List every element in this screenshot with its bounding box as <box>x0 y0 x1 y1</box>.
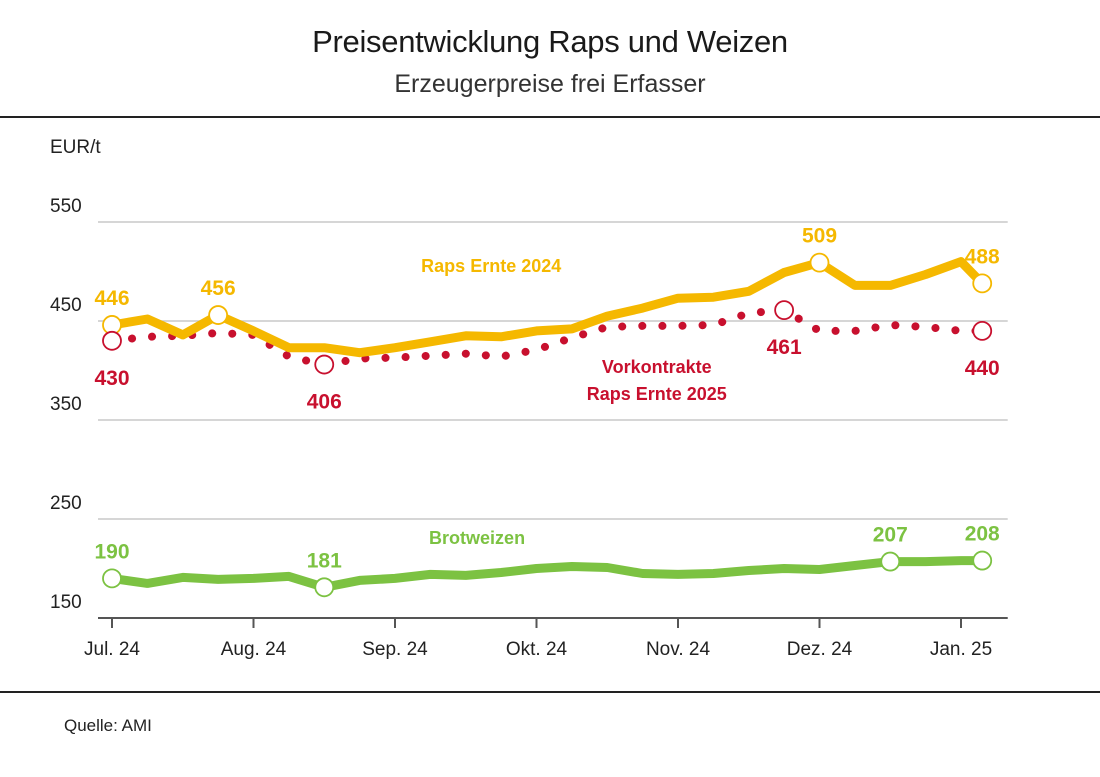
bottom-divider <box>0 691 1100 693</box>
data-label: 446 <box>94 287 129 310</box>
data-label: 190 <box>94 540 129 563</box>
data-label: 406 <box>307 391 342 414</box>
top-divider <box>0 116 1100 118</box>
series-name-label: Raps Ernte 2025 <box>587 384 727 404</box>
data-label: 488 <box>965 245 1000 268</box>
x-tick-label: Sep. 24 <box>362 639 428 660</box>
data-label: 509 <box>802 225 837 248</box>
series-line-1 <box>108 306 987 369</box>
data-point-marker <box>774 300 795 321</box>
y-tick-label: 350 <box>50 394 82 415</box>
data-label: 456 <box>201 277 236 300</box>
y-tick-label: 450 <box>50 295 82 316</box>
data-label: 207 <box>873 524 908 547</box>
x-tick-label: Aug. 24 <box>221 639 287 660</box>
chart-title: Preisentwicklung Raps und Weizen <box>312 24 788 59</box>
data-point-marker <box>809 252 830 273</box>
data-point-marker <box>314 354 335 375</box>
series-name-label: Brotweizen <box>429 528 525 548</box>
x-tick-label: Jan. 25 <box>930 639 992 660</box>
x-tick-label: Nov. 24 <box>646 639 711 660</box>
data-point-marker <box>102 330 122 351</box>
data-point-marker <box>972 550 993 571</box>
data-point-marker <box>972 320 993 341</box>
y-tick-label: 550 <box>50 196 82 217</box>
series-name-label: Vorkontrakte <box>602 357 712 377</box>
series-name-label: Raps Ernte 2024 <box>421 256 561 276</box>
data-point-marker <box>102 568 122 589</box>
chart-subtitle: Erzeugerpreise frei Erfasser <box>394 70 706 98</box>
data-point-marker <box>314 577 335 598</box>
source-note: Quelle: AMI <box>64 716 152 735</box>
data-label: 181 <box>307 549 342 572</box>
series-line-0 <box>107 257 987 358</box>
y-tick-label: 150 <box>50 592 82 613</box>
x-tick-label: Okt. 24 <box>506 639 568 660</box>
series-line-2 <box>107 556 987 592</box>
y-tick-label: 250 <box>50 493 82 514</box>
data-point-marker <box>208 305 229 325</box>
data-point-marker <box>880 551 901 572</box>
y-axis-label: EUR/t <box>50 137 101 158</box>
x-tick-label: Dez. 24 <box>787 639 853 660</box>
data-label: 461 <box>767 336 802 359</box>
data-label: 430 <box>94 367 129 390</box>
x-tick-label: Jul. 24 <box>84 639 140 660</box>
data-label: 208 <box>965 523 1000 546</box>
data-label: 440 <box>965 357 1000 380</box>
data-point-marker <box>972 273 993 294</box>
